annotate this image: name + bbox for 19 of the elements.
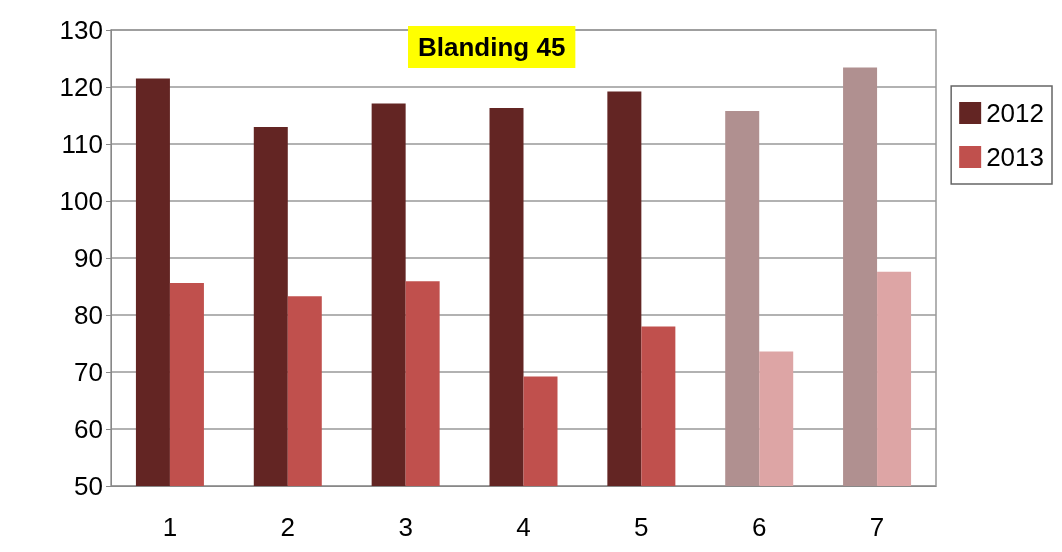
legend-label: 2013 <box>986 142 1044 172</box>
x-tick-label: 5 <box>634 512 649 542</box>
x-tick-label: 6 <box>751 512 767 542</box>
x-tick-label: 2 <box>280 512 296 542</box>
y-tick-label: 130 <box>59 15 103 45</box>
y-tick-label: 90 <box>74 243 103 273</box>
chart-title: Blanding 45 <box>418 32 566 62</box>
x-tick-label: 3 <box>398 512 413 542</box>
x-tick-label: 7 <box>869 512 885 542</box>
y-tick-label: 50 <box>74 471 103 501</box>
y-tick-label: 70 <box>74 357 103 387</box>
y-tick-label: 80 <box>74 300 103 330</box>
x-tick-label: 4 <box>516 512 531 542</box>
legend-label: 2012 <box>986 98 1044 128</box>
y-tick-label: 60 <box>74 414 103 444</box>
x-tick-label: 1 <box>162 512 178 542</box>
y-tick-label: 110 <box>61 129 103 159</box>
y-tick-label: 100 <box>59 186 103 216</box>
y-tick-label: 120 <box>59 72 103 102</box>
